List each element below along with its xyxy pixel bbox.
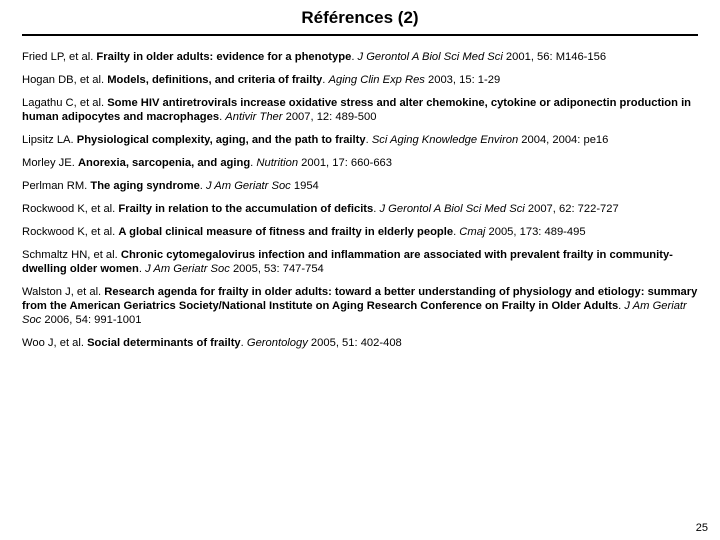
reference-item: Rockwood K, et al. A global clinical mea… bbox=[22, 225, 698, 239]
ref-authors: Schmaltz HN, et al. bbox=[22, 249, 121, 261]
ref-authors: Walston J, et al. bbox=[22, 286, 104, 298]
page-number: 25 bbox=[696, 522, 708, 534]
ref-journal: Antivir Ther bbox=[225, 111, 282, 123]
ref-journal: Aging Clin Exp Res bbox=[329, 74, 425, 86]
reference-item: Morley JE. Anorexia, sarcopenia, and agi… bbox=[22, 156, 698, 170]
ref-journal: J Am Geriatr Soc bbox=[206, 180, 291, 192]
ref-title: Physiological complexity, aging, and the… bbox=[77, 134, 366, 146]
slide-title: Références (2) bbox=[22, 8, 698, 34]
ref-citation: 2001, 56: M146-156 bbox=[503, 51, 606, 63]
reference-item: Perlman RM. The aging syndrome. J Am Ger… bbox=[22, 179, 698, 193]
ref-title: A global clinical measure of fitness and… bbox=[118, 226, 453, 238]
ref-title: Frailty in older adults: evidence for a … bbox=[96, 51, 351, 63]
ref-authors: Fried LP, et al. bbox=[22, 51, 96, 63]
ref-authors: Perlman RM. bbox=[22, 180, 90, 192]
references-list: Fried LP, et al. Frailty in older adults… bbox=[22, 50, 698, 350]
ref-title: Anorexia, sarcopenia, and aging bbox=[78, 157, 250, 169]
reference-item: Lagathu C, et al. Some HIV antiretrovira… bbox=[22, 96, 698, 124]
ref-journal: Nutrition bbox=[256, 157, 298, 169]
ref-title: Models, definitions, and criteria of fra… bbox=[107, 74, 322, 86]
ref-authors: Woo J, et al. bbox=[22, 337, 87, 349]
ref-citation: 2007, 62: 722-727 bbox=[525, 203, 619, 215]
ref-citation: 2005, 173: 489-495 bbox=[485, 226, 585, 238]
ref-journal: Sci Aging Knowledge Environ bbox=[372, 134, 518, 146]
ref-journal: J Am Geriatr Soc bbox=[145, 263, 230, 275]
ref-journal: Gerontology bbox=[247, 337, 308, 349]
ref-citation: 2004, 2004: pe16 bbox=[518, 134, 608, 146]
reference-item: Fried LP, et al. Frailty in older adults… bbox=[22, 50, 698, 64]
ref-citation: 2001, 17: 660-663 bbox=[298, 157, 392, 169]
reference-item: Rockwood K, et al. Frailty in relation t… bbox=[22, 202, 698, 216]
slide-container: Références (2) Fried LP, et al. Frailty … bbox=[0, 0, 720, 350]
ref-title: The aging syndrome bbox=[90, 180, 199, 192]
ref-title: Social determinants of frailty bbox=[87, 337, 241, 349]
ref-authors: Lagathu C, et al. bbox=[22, 97, 107, 109]
ref-journal: Cmaj bbox=[459, 226, 485, 238]
ref-citation: 2003, 15: 1-29 bbox=[425, 74, 500, 86]
ref-authors: Morley JE. bbox=[22, 157, 78, 169]
ref-citation: 2005, 53: 747-754 bbox=[230, 263, 324, 275]
ref-citation: 2007, 12: 489-500 bbox=[283, 111, 377, 123]
ref-journal: J Gerontol A Biol Sci Med Sci bbox=[358, 51, 503, 63]
ref-title: Frailty in relation to the accumulation … bbox=[118, 203, 373, 215]
ref-citation: 2006, 54: 991-1001 bbox=[41, 314, 141, 326]
reference-item: Lipsitz LA. Physiological complexity, ag… bbox=[22, 133, 698, 147]
ref-authors: Hogan DB, et al. bbox=[22, 74, 107, 86]
ref-citation: 2005, 51: 402-408 bbox=[308, 337, 402, 349]
ref-authors: Lipsitz LA. bbox=[22, 134, 77, 146]
reference-item: Walston J, et al. Research agenda for fr… bbox=[22, 285, 698, 327]
reference-item: Hogan DB, et al. Models, definitions, an… bbox=[22, 73, 698, 87]
reference-item: Woo J, et al. Social determinants of fra… bbox=[22, 336, 698, 350]
reference-item: Schmaltz HN, et al. Chronic cytomegalovi… bbox=[22, 248, 698, 276]
ref-title: Research agenda for frailty in older adu… bbox=[22, 286, 697, 312]
ref-journal: J Gerontol A Biol Sci Med Sci bbox=[379, 203, 524, 215]
ref-citation: 1954 bbox=[291, 180, 319, 192]
ref-authors: Rockwood K, et al. bbox=[22, 226, 118, 238]
ref-authors: Rockwood K, et al. bbox=[22, 203, 118, 215]
title-rule bbox=[22, 34, 698, 36]
